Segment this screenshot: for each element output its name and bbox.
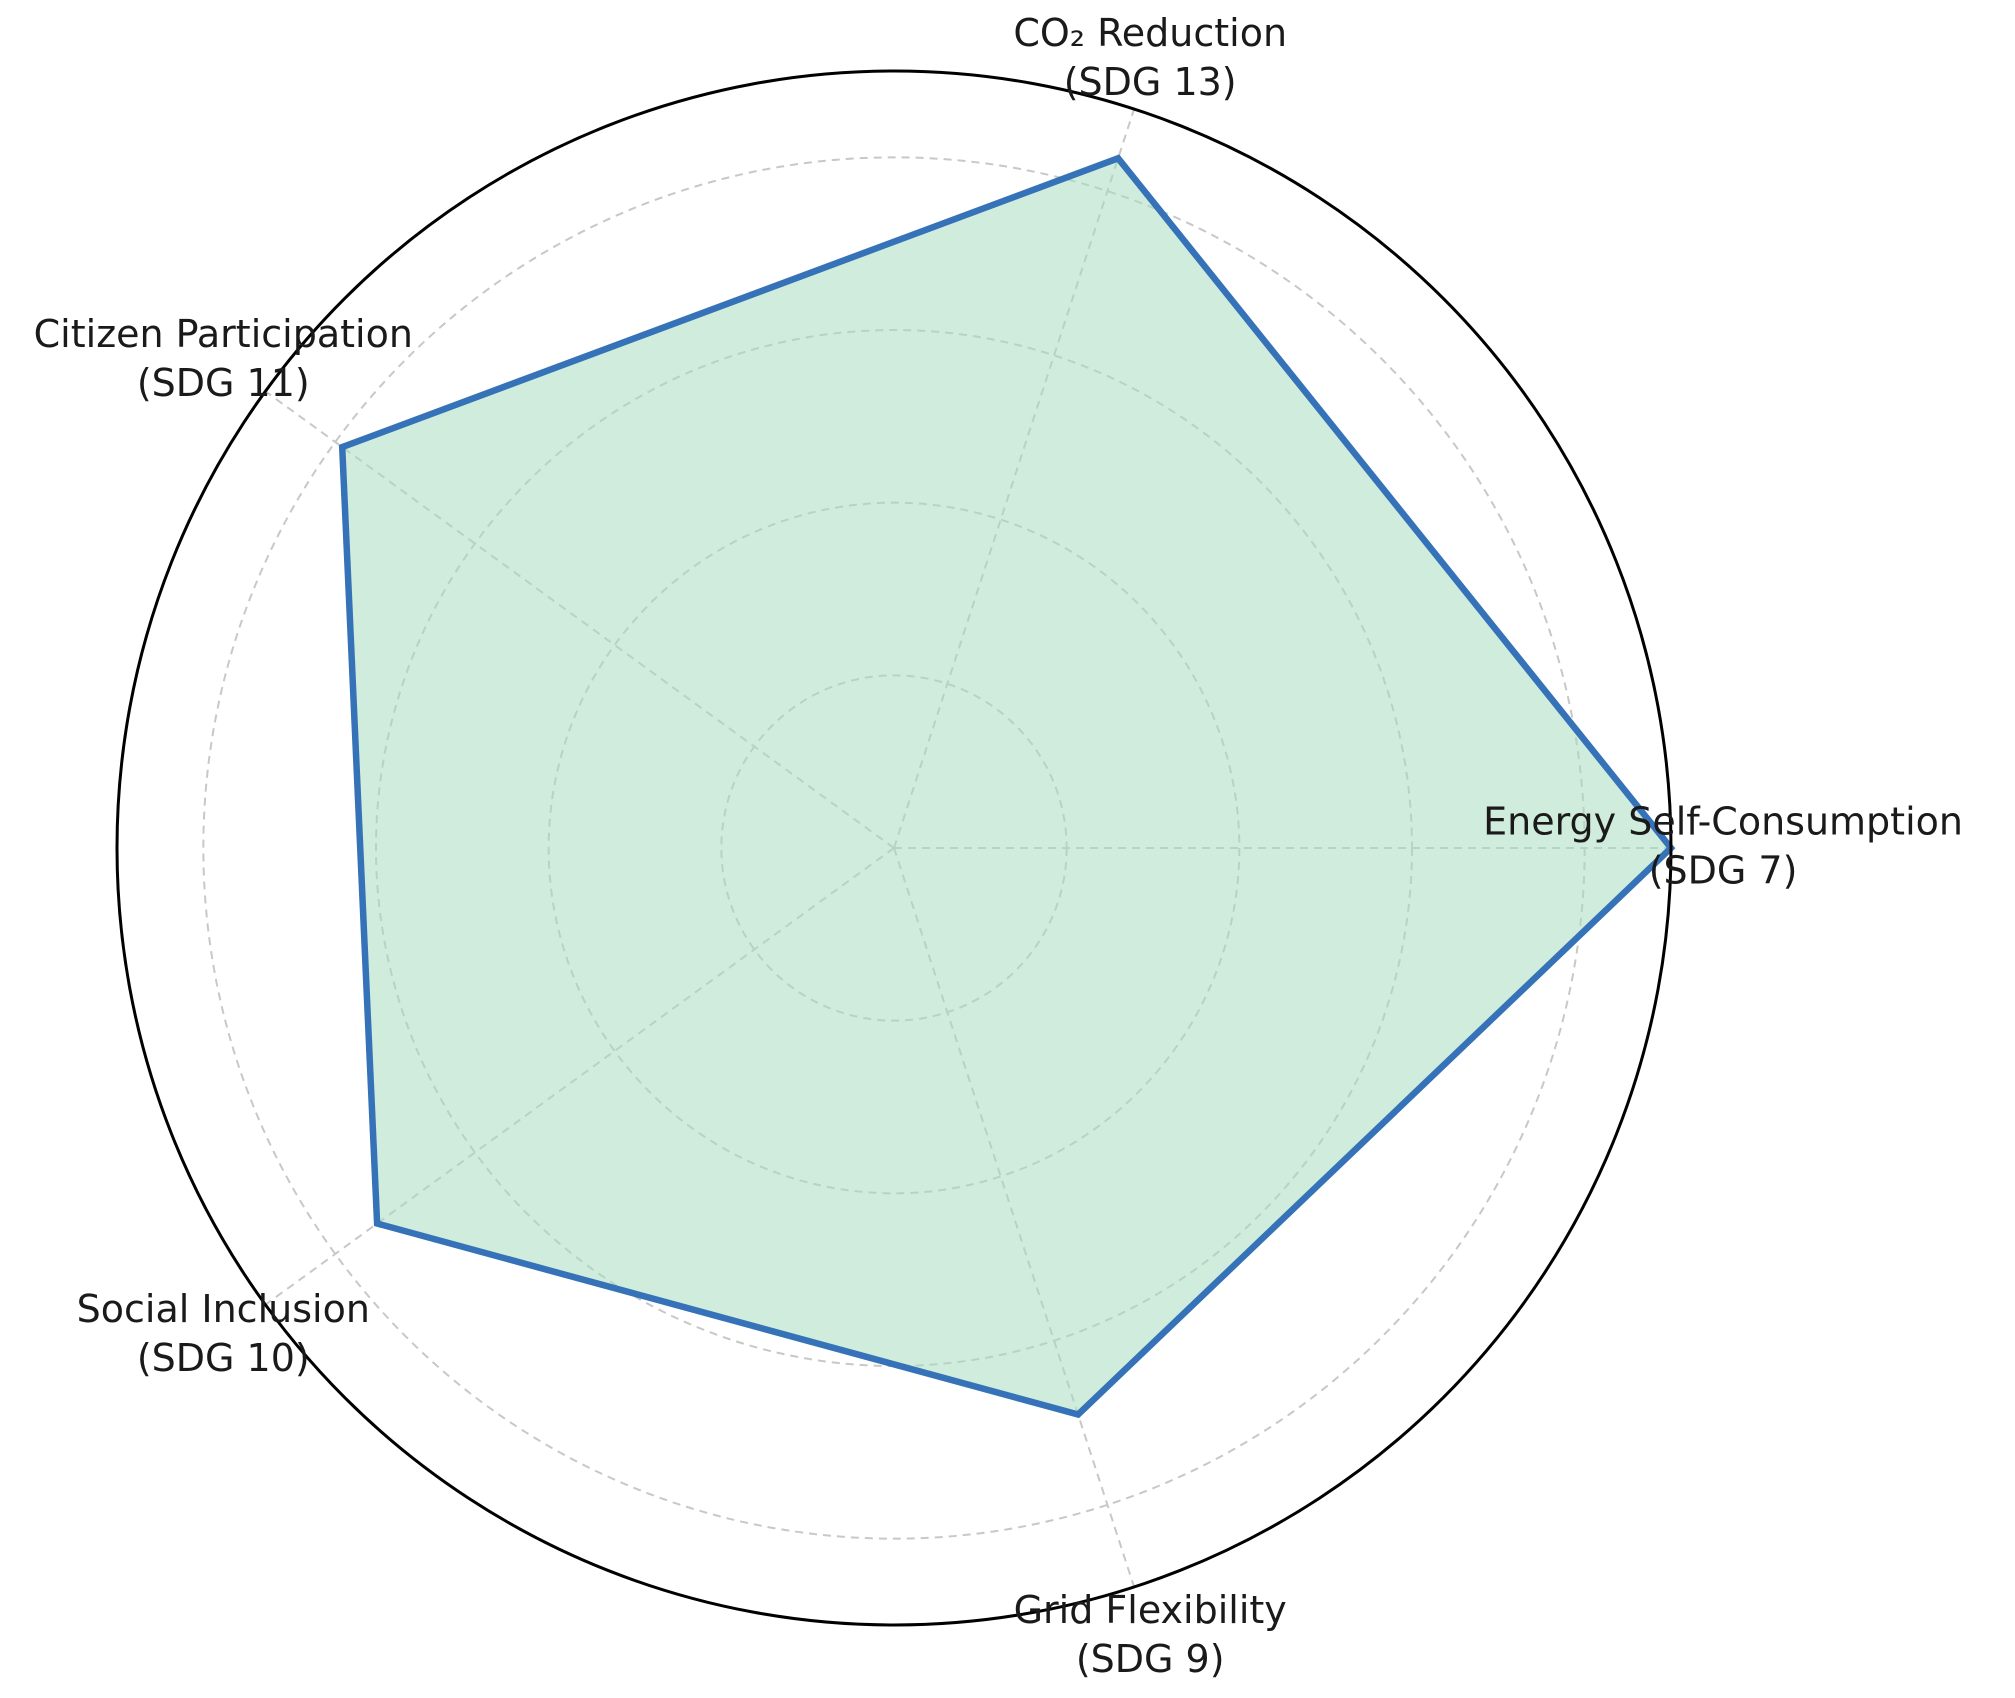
axis-label: CO₂ Reduction (SDG 13) [1013, 11, 1287, 104]
axis-label: Grid Flexibility (SDG 9) [1014, 1587, 1287, 1680]
outer-frame [115, 69, 1673, 1627]
axis-label: Social Inclusion (SDG 10) [77, 1286, 370, 1379]
radar-area [338, 154, 1676, 1419]
axis-label: Energy Self-Consumption (SDG 7) [1483, 799, 1963, 892]
axis-label: Citizen Participation (SDG 11) [34, 312, 413, 405]
